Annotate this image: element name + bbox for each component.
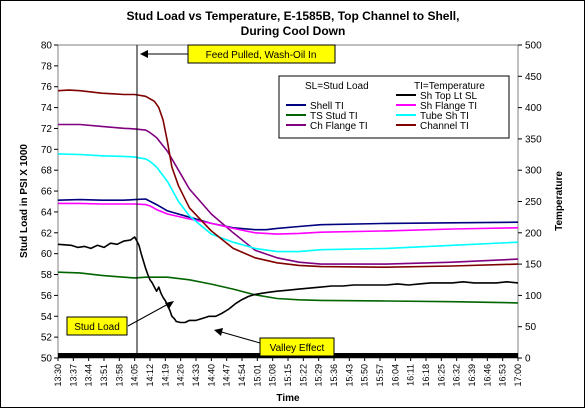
left-axis-ticks: 50 52 54 56 58 60 62 64 66 68 70 72 74 76 78 80 [41, 41, 58, 365]
series-line [58, 202, 519, 235]
chart-title-line1: Stud Load vs Temperature, E-1585B, Top C… [127, 9, 460, 23]
x-axis-label: Time [276, 393, 300, 404]
ytick-right-label: 200 [525, 228, 542, 239]
series-line [57, 271, 519, 304]
xtick-label: 16:32 [452, 364, 462, 387]
legend-label: TS Stud TI [310, 111, 358, 122]
series-lines [57, 89, 519, 324]
xtick-label: 16:04 [390, 364, 400, 387]
xtick-label: 16:46 [482, 364, 492, 387]
xtick-label: 15:50 [360, 364, 370, 387]
series-line [57, 153, 519, 253]
valley-annotation: Valley Effect [270, 343, 325, 354]
legend-header-right: TI=Temperature [414, 81, 485, 92]
ytick-right-label: 400 [525, 103, 542, 114]
valley-arrow [217, 330, 261, 344]
valley-arrowhead [214, 328, 223, 336]
ytick-left-label: 74 [41, 103, 53, 114]
feed-annotation: Feed Pulled, Wash-Oil In [206, 50, 317, 61]
xtick-label: 15:57 [375, 364, 385, 387]
xtick-label: 16:39 [467, 364, 477, 387]
ytick-left-label: 52 [41, 333, 53, 344]
xtick-label: 14:40 [206, 364, 216, 387]
xtick-label: 16:18 [421, 364, 431, 387]
xtick-label: 14:33 [191, 364, 201, 387]
series-line [57, 89, 519, 269]
xtick-label: 16:25 [436, 364, 446, 387]
ytick-left-label: 80 [41, 41, 53, 52]
ytick-left-label: 54 [41, 312, 53, 323]
ytick-left-label: 50 [41, 354, 53, 365]
xtick-label: 14:05 [130, 364, 140, 387]
xtick-label: 14:54 [237, 364, 247, 387]
y-axis-left-label: Stud Load in PSI X 1000 [19, 144, 30, 258]
legend-label: Channel TI [420, 121, 469, 132]
series-line [57, 236, 519, 324]
ytick-left-label: 68 [41, 166, 53, 177]
ytick-right-label: 500 [525, 41, 542, 52]
xtick-label: 13:51 [99, 364, 109, 387]
legend-header-left: SL=Stud Load [305, 81, 369, 92]
legend-box [278, 75, 510, 139]
ytick-right-label: 450 [525, 72, 542, 83]
ytick-left-label: 76 [41, 82, 53, 93]
ytick-left-label: 64 [41, 207, 53, 218]
ytick-left-label: 78 [41, 61, 53, 72]
legend-label: Shell TI [310, 101, 344, 112]
ytick-right-label: 150 [525, 260, 542, 271]
xtick-label: 13:44 [84, 364, 94, 387]
ytick-right-label: 300 [525, 166, 542, 177]
right-axis-ticks: 0 50 100 150 200 250 300 350 400 450 500 [518, 41, 542, 365]
ytick-left-label: 56 [41, 291, 53, 302]
xtick-label: 13:37 [68, 364, 78, 387]
xtick-label: 13:30 [53, 364, 63, 387]
ytick-right-label: 0 [525, 354, 531, 365]
chart-title-line2: During Cool Down [241, 24, 346, 38]
stud-arrow [127, 302, 171, 327]
xtick-label: 14:19 [160, 364, 170, 387]
xtick-label: 16:53 [498, 364, 508, 387]
ytick-right-label: 250 [525, 197, 542, 208]
xtick-label: 15:36 [329, 364, 339, 387]
ytick-left-label: 70 [41, 145, 53, 156]
legend-label: Ch Flange TI [310, 121, 368, 132]
ytick-left-label: 72 [41, 124, 53, 135]
feed-arrowhead [140, 50, 148, 58]
ytick-left-label: 66 [41, 187, 53, 198]
legend-label: Sh Flange TI [420, 101, 477, 112]
xtick-label: 13:58 [114, 364, 124, 387]
ytick-left-label: 60 [41, 249, 53, 260]
xtick-label: 15:43 [344, 364, 354, 387]
series-line [58, 123, 519, 265]
stud-arrowhead [165, 301, 174, 309]
xtick-label: 14:26 [176, 364, 186, 387]
stud-annotation-box [66, 316, 128, 336]
ytick-right-label: 50 [525, 322, 537, 333]
valley-annotation-box [259, 337, 335, 357]
xtick-label: 15:08 [268, 364, 278, 387]
xtick-label: 15:15 [283, 364, 293, 387]
ytick-left-label: 58 [41, 270, 53, 281]
xtick-label: 17:00 [513, 364, 523, 387]
stud-annotation: Stud Load [74, 322, 120, 333]
ytick-left-label: 62 [41, 228, 53, 239]
legend-label: Sh Top Lt SL [420, 91, 478, 102]
xtick-label: 15:01 [252, 364, 262, 387]
ytick-right-label: 100 [525, 291, 542, 302]
feed-annotation-box [187, 44, 336, 64]
xtick-label: 15:22 [298, 364, 308, 387]
xtick-label: 15:29 [314, 364, 324, 387]
xtick-label: 16:11 [406, 364, 416, 386]
y-axis-right-label: Temperature [554, 171, 565, 231]
xtick-label: 14:12 [145, 364, 155, 387]
xtick-label: 14:47 [222, 364, 232, 387]
ytick-right-label: 350 [525, 134, 542, 145]
legend-label: Tube Sh TI [420, 111, 469, 122]
